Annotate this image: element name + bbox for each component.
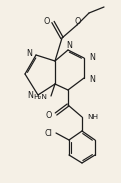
Text: NH: NH [87, 114, 98, 120]
Text: N: N [89, 74, 95, 83]
Text: N: N [27, 91, 33, 100]
Text: Cl: Cl [44, 130, 52, 139]
Text: O: O [46, 111, 52, 119]
Text: O: O [75, 16, 81, 25]
Text: O: O [44, 16, 50, 25]
Text: H₂N: H₂N [33, 94, 47, 100]
Text: N: N [66, 42, 72, 51]
Text: N: N [89, 53, 95, 63]
Text: N: N [26, 49, 32, 59]
